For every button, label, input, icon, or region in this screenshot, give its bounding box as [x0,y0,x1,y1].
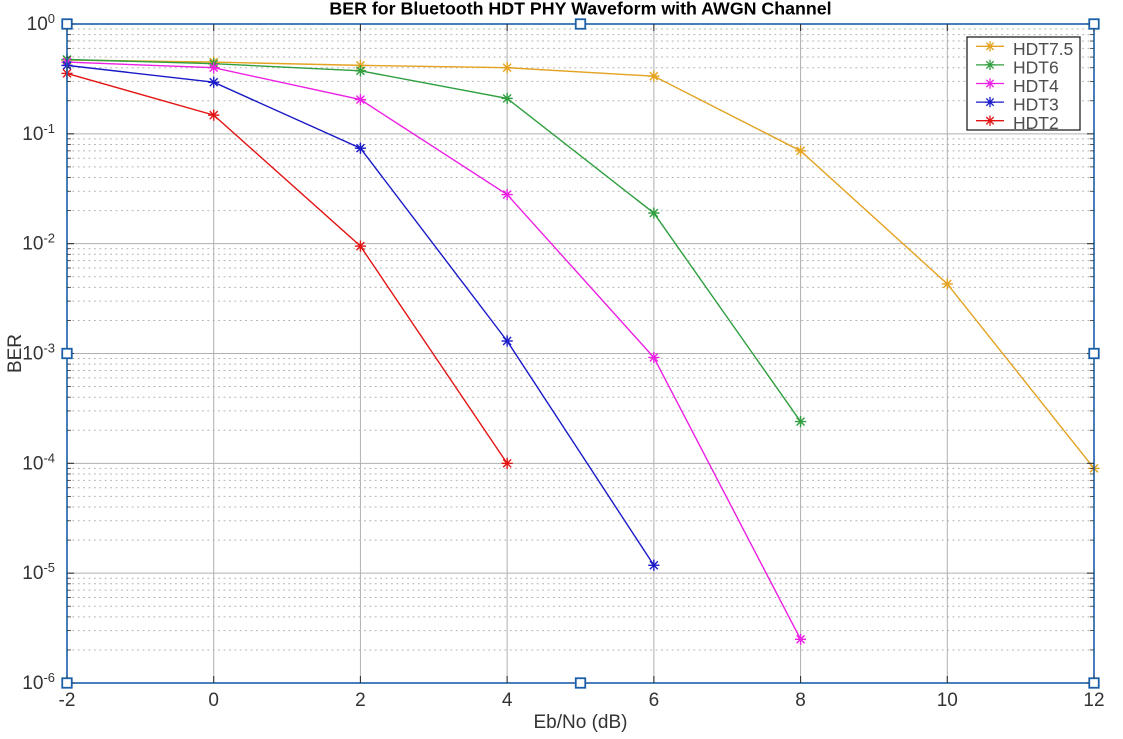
svg-text:HDT4: HDT4 [1013,76,1059,96]
svg-text:BER: BER [5,334,26,373]
svg-text:4: 4 [502,690,513,711]
svg-text:Eb/No (dB): Eb/No (dB) [534,712,628,733]
svg-text:6: 6 [649,690,660,711]
svg-text:12: 12 [1083,690,1104,711]
svg-text:HDT3: HDT3 [1013,95,1059,115]
svg-text:HDT7.5: HDT7.5 [1013,39,1073,59]
svg-text:HDT6: HDT6 [1013,57,1059,77]
svg-text:HDT2: HDT2 [1013,113,1059,133]
svg-text:0: 0 [208,690,219,711]
svg-text:10: 10 [937,690,958,711]
svg-text:2: 2 [355,690,366,711]
svg-text:-2: -2 [59,690,76,711]
svg-text:8: 8 [795,690,806,711]
svg-text:BER for Bluetooth HDT PHY Wave: BER for Bluetooth HDT PHY Waveform with … [329,0,831,19]
